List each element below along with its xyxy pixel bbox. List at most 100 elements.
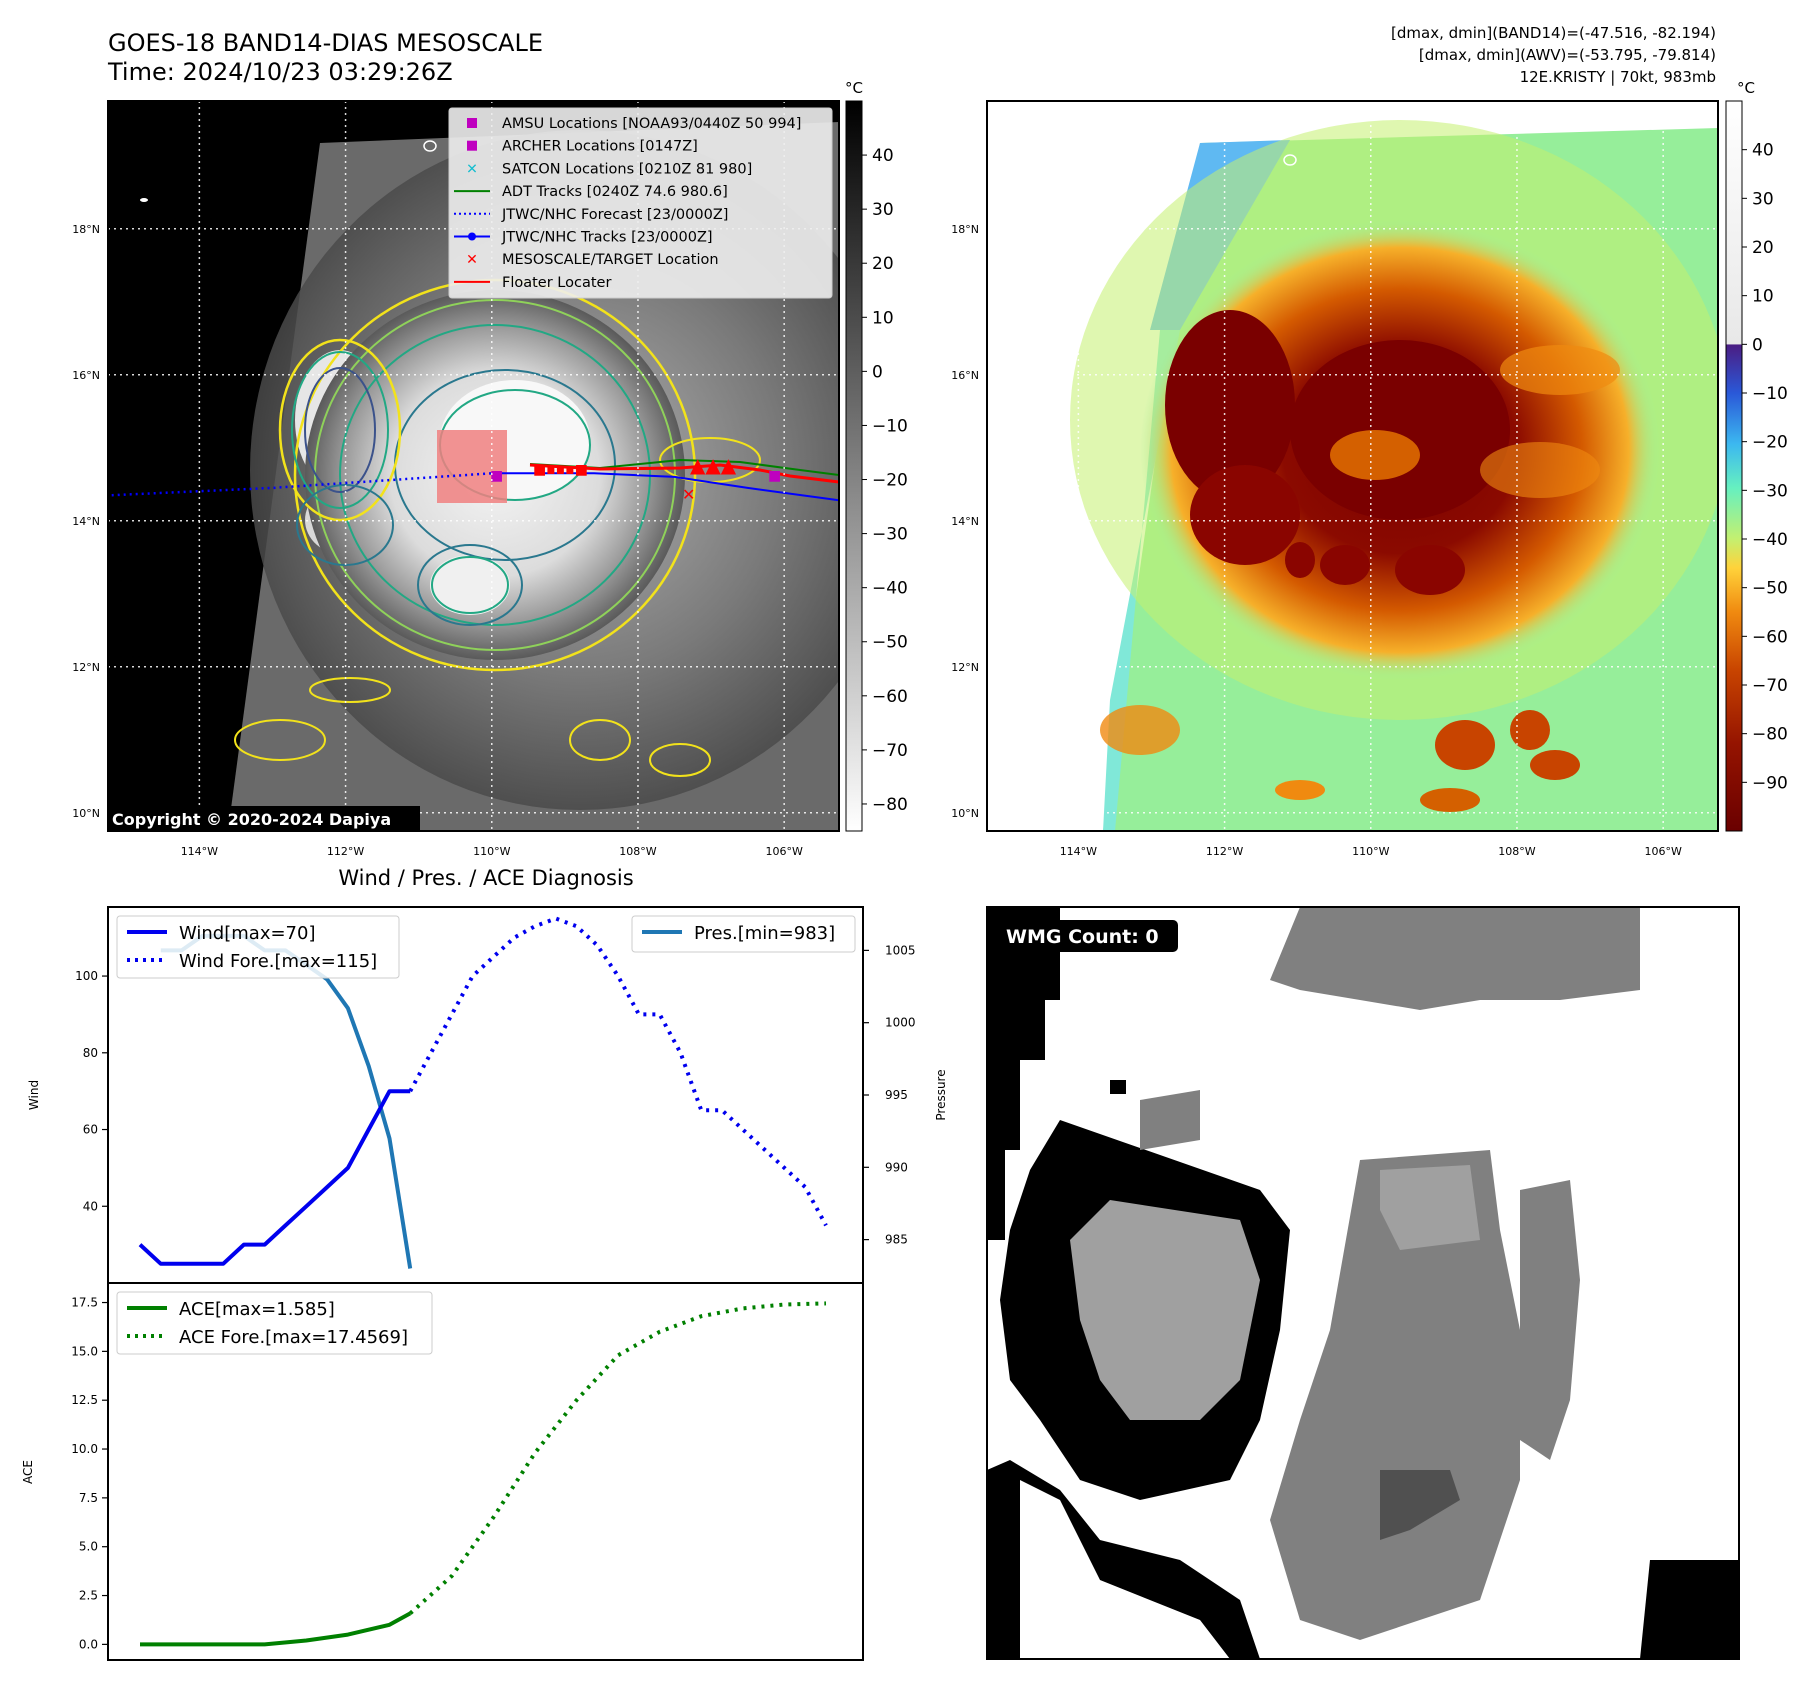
axis-tick-label: 2.5 bbox=[79, 1589, 98, 1603]
lon-tick-label: 108°W bbox=[1498, 845, 1535, 858]
legend-marker bbox=[467, 118, 477, 128]
archer-marker: ■ bbox=[490, 468, 503, 484]
wind-y-ticks: 40 60 80 100 bbox=[75, 969, 108, 1213]
wind-legend-forecast: Wind Fore.[max=115] bbox=[179, 951, 377, 972]
band14-range: [dmax, dmin](BAND14)=(-47.516, -82.194) bbox=[1391, 24, 1716, 42]
awv-colorbar-unit: °C bbox=[1737, 79, 1755, 97]
colorbar-tick-label: −70 bbox=[1752, 676, 1788, 696]
wind-series-line bbox=[408, 916, 828, 1227]
ace-legend-forecast: ACE Fore.[max=17.4569] bbox=[179, 1327, 408, 1348]
axis-tick-label: 0.0 bbox=[79, 1637, 98, 1651]
legend-label: ARCHER Locations [0147Z] bbox=[502, 139, 698, 155]
ace-ylabel: ACE bbox=[21, 1460, 35, 1484]
ace-legend: ACE[max=1.585] ACE Fore.[max=17.4569] bbox=[116, 1291, 433, 1355]
colorbar-tick-label: −70 bbox=[872, 741, 908, 761]
colorbar-tick-label: 40 bbox=[872, 146, 894, 166]
legend-marker: ✕ bbox=[466, 161, 478, 177]
pressure-ylabel: Pressure bbox=[934, 1069, 948, 1120]
legend-label: Floater Locater bbox=[502, 275, 611, 291]
awv-satellite-panel: 18°N 16°N 14°N 12°N 10°N 114°W 112°W 110°W 108°… bbox=[951, 79, 1788, 858]
ir-lon-labels: 114°W 112°W 110°W 108°W 106°W bbox=[181, 845, 803, 858]
pressure-legend: Pres.[min=983] bbox=[631, 915, 856, 953]
colorbar-tick-label: 10 bbox=[872, 308, 894, 328]
colorbar-tick-label: −20 bbox=[872, 471, 908, 491]
amsu-marker: ■ bbox=[768, 468, 781, 484]
awv-colorbar-ticks: 40 30 20 10 0 −10 −20 −30 −40 −50 −60 −70 −80 −90 bbox=[1742, 141, 1788, 793]
floater-locater bbox=[529, 463, 839, 484]
ir-colorbar bbox=[845, 100, 863, 832]
axis-tick-label: 10.0 bbox=[71, 1442, 98, 1456]
axis-tick-label: 12.5 bbox=[71, 1393, 98, 1407]
wmg-count-label: WMG Count: 0 bbox=[1006, 926, 1159, 948]
lat-tick-label: 10°N bbox=[72, 807, 100, 820]
colorbar-tick-label: −10 bbox=[1752, 384, 1788, 404]
ir-frame bbox=[107, 100, 840, 832]
wmg-imagery bbox=[987, 907, 1739, 1659]
axis-tick-label: 15.0 bbox=[71, 1344, 98, 1358]
ir-colorbar-ticks: 40 30 20 10 0 −10 −20 −30 −40 −50 −60 −70 −80 bbox=[862, 146, 908, 815]
colorbar-tick-label: −50 bbox=[872, 633, 908, 653]
ir-lat-labels: 18°N 16°N 14°N 12°N 10°N bbox=[72, 223, 100, 820]
wind-legend: Wind[max=70] Wind Fore.[max=115] bbox=[116, 915, 400, 979]
colorbar-tick-label: −40 bbox=[1752, 530, 1788, 550]
ace-y-ticks: 0.0 2.5 5.0 7.5 10.0 12.5 15.0 17.5 bbox=[71, 1296, 108, 1651]
legend-label: MESOSCALE/TARGET Location bbox=[502, 252, 719, 268]
pressure-legend-obs: Pres.[min=983] bbox=[694, 923, 835, 944]
axis-tick-label: 100 bbox=[75, 969, 98, 983]
legend-label: JTWC/NHC Tracks [23/0000Z] bbox=[501, 230, 713, 246]
colorbar-tick-label: 30 bbox=[872, 200, 894, 220]
axis-tick-label: 990 bbox=[885, 1160, 908, 1174]
awv-lon-labels: 114°W 112°W 110°W 108°W 106°W bbox=[1060, 845, 1682, 858]
lon-tick-label: 112°W bbox=[1206, 845, 1243, 858]
storm-info: 12E.KRISTY | 70kt, 983mb bbox=[1520, 68, 1716, 86]
lon-tick-label: 106°W bbox=[1644, 845, 1681, 858]
pressure-y-ticks: 985 990 995 1000 1005 bbox=[863, 943, 916, 1247]
ace-panel: 0.0 2.5 5.0 7.5 10.0 12.5 15.0 17.5 ACE ACE[max… bbox=[21, 1282, 864, 1661]
wind-ylabel: Wind bbox=[27, 1080, 41, 1110]
lat-tick-label: 14°N bbox=[951, 515, 979, 528]
lon-tick-label: 112°W bbox=[327, 845, 364, 858]
jtwc-observed-track bbox=[491, 472, 839, 502]
axis-tick-label: 995 bbox=[885, 1088, 908, 1102]
awv-range: [dmax, dmin](AWV)=(-53.795, -79.814) bbox=[1419, 46, 1716, 64]
ace-legend-obs: ACE[max=1.585] bbox=[179, 1299, 335, 1320]
colorbar-tick-label: −30 bbox=[1752, 481, 1788, 501]
axis-tick-label: 40 bbox=[83, 1199, 98, 1213]
colorbar-tick-label: 40 bbox=[1752, 141, 1774, 161]
wmg-frame bbox=[986, 906, 1740, 1660]
awv-colorbar bbox=[1725, 100, 1743, 832]
axis-tick-label: 5.0 bbox=[79, 1540, 98, 1554]
awv-gridlines bbox=[987, 101, 1718, 831]
copyright-bg bbox=[108, 806, 420, 831]
legend-marker-dot bbox=[468, 232, 476, 241]
colorbar-tick-label: −60 bbox=[872, 687, 908, 707]
axis-tick-label: 60 bbox=[83, 1123, 98, 1137]
colorbar-tick-label: −80 bbox=[872, 795, 908, 815]
axis-tick-label: 1005 bbox=[885, 943, 916, 957]
ir-satellite-panel: ■▪▪▪■ ✕ ■ ■ ▲▲▲ 18°N 16°N 14°N 12°N 10°N 114… bbox=[72, 79, 908, 858]
lat-tick-label: 16°N bbox=[72, 369, 100, 382]
lat-tick-label: 18°N bbox=[72, 223, 100, 236]
colorbar-tick-label: 0 bbox=[1752, 335, 1763, 355]
colorbar-tick-label: 20 bbox=[872, 254, 894, 274]
figure-time: Time: 2024/10/23 03:29:26Z bbox=[107, 58, 453, 86]
legend-marker: ✕ bbox=[466, 252, 478, 268]
colorbar-tick-label: −30 bbox=[872, 525, 908, 545]
track-marker-cluster: ■▪▪▪■ bbox=[533, 462, 588, 478]
wind-pressure-panel: 40 60 80 100 985 990 995 1000 1005 Wind Pressur… bbox=[27, 906, 948, 1284]
jtwc-forecast-track bbox=[111, 472, 492, 497]
lon-tick-label: 110°W bbox=[473, 845, 510, 858]
legend-marker bbox=[467, 140, 477, 151]
awv-lat-labels: 18°N 16°N 14°N 12°N 10°N bbox=[951, 223, 979, 820]
colorbar-tick-label: 30 bbox=[1752, 189, 1774, 209]
ir-colorbar-unit: °C bbox=[845, 79, 863, 97]
legend-label: JTWC/NHC Forecast [23/0000Z] bbox=[501, 207, 728, 223]
lat-tick-label: 18°N bbox=[951, 223, 979, 236]
colorbar-tick-label: −40 bbox=[872, 579, 908, 599]
axis-tick-label: 17.5 bbox=[71, 1296, 98, 1310]
colorbar-tick-label: −90 bbox=[1752, 773, 1788, 793]
wmg-count-badge bbox=[998, 920, 1178, 952]
ace-series-line bbox=[140, 1611, 412, 1647]
axis-tick-label: 1000 bbox=[885, 1016, 916, 1030]
ace-series-group bbox=[140, 1301, 827, 1647]
